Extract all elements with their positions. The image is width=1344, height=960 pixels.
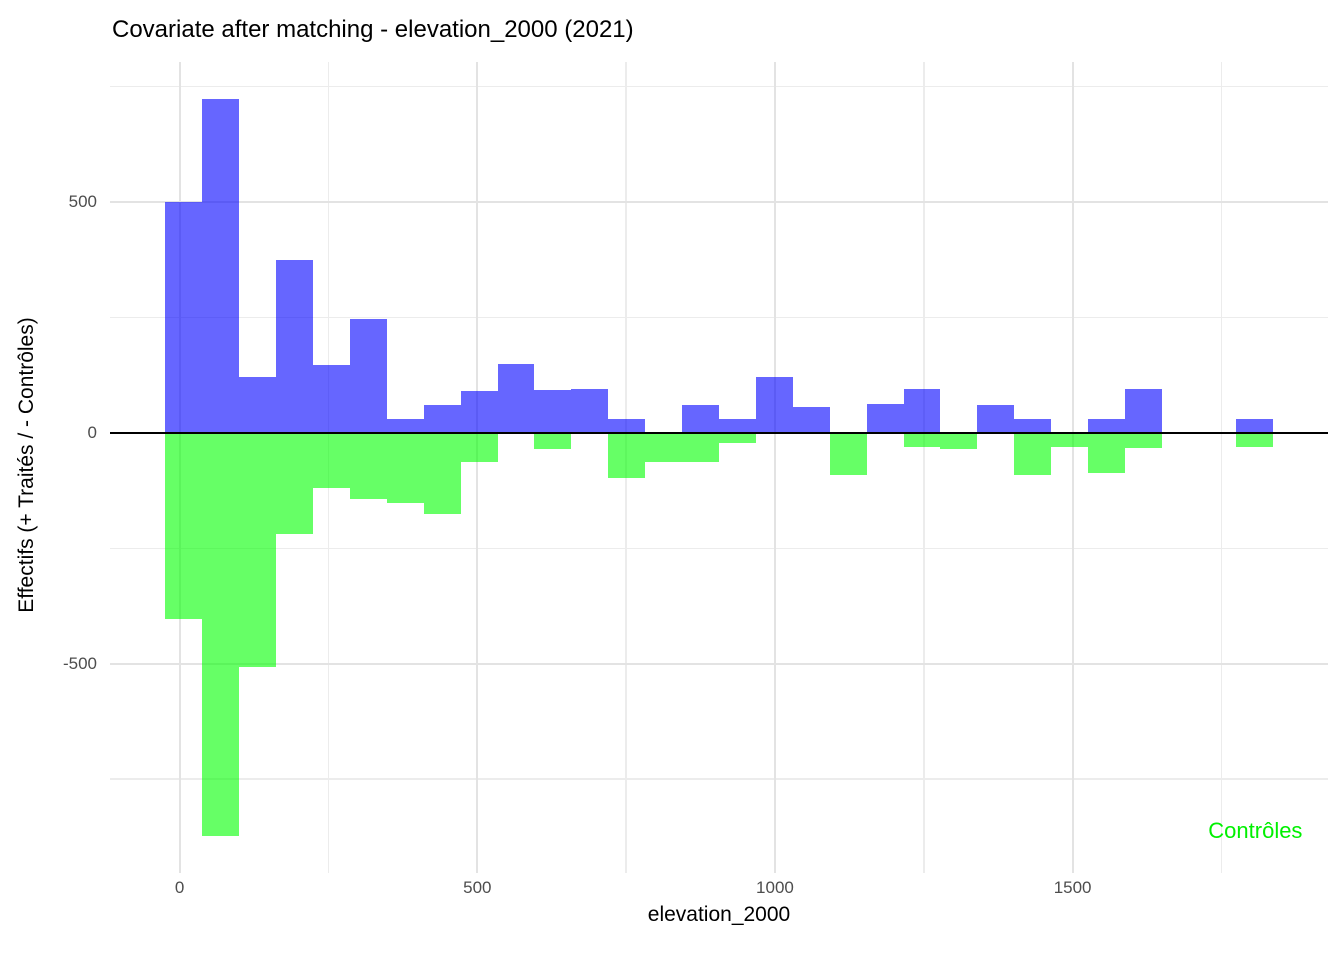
histogram-bar-traites: [1125, 388, 1162, 433]
histogram-bar-traites: [349, 319, 387, 433]
gridline-y-major: [110, 200, 1328, 203]
histogram-bar-traites: [460, 390, 498, 433]
histogram-bar-controles: [202, 432, 240, 837]
histogram-bar-traites: [276, 260, 313, 433]
gridline-y-major: [110, 662, 1328, 665]
histogram-bar-controles: [349, 432, 387, 500]
histogram-bar-controles: [460, 432, 498, 463]
histogram-bar-controles: [903, 432, 941, 447]
histogram-bar-controles: [386, 432, 424, 504]
annotation-controles: Contrôles: [1208, 817, 1303, 843]
histogram-bar-traites: [165, 201, 203, 433]
gridline-x-major: [773, 62, 776, 873]
gridline-x-major: [1071, 62, 1074, 873]
histogram-bar-controles: [423, 432, 461, 514]
gridline-x-major: [476, 62, 479, 873]
y-tick-label: 0: [87, 422, 97, 442]
gridline-y-minor: [110, 316, 1328, 319]
histogram-bar-controles: [534, 432, 572, 450]
gridline-x-minor: [1220, 62, 1223, 873]
histogram-bar-controles: [719, 432, 756, 443]
histogram-bar-traites: [792, 406, 830, 433]
x-tick-label: 500: [463, 878, 492, 897]
histogram-bar-traites: [682, 405, 719, 433]
histogram-bar-controles: [829, 432, 867, 476]
gridline-y-minor: [110, 778, 1328, 780]
histogram-bar-controles: [1088, 432, 1125, 474]
zero-axis-line: [110, 431, 1328, 434]
plot-panel: [110, 62, 1328, 873]
histogram-bar-traites: [423, 405, 461, 433]
y-tick-label: 500: [68, 191, 97, 211]
gridline-x-minor: [923, 62, 925, 873]
histogram-bar-controles: [1014, 432, 1052, 476]
histogram-bar-controles: [682, 432, 719, 463]
histogram-bar-controles: [1235, 432, 1273, 447]
histogram-bar-traites: [977, 404, 1015, 433]
histogram-bar-traites: [608, 418, 646, 433]
histogram-bar-traites: [1014, 419, 1052, 433]
histogram-bar-controles: [239, 432, 277, 667]
x-tick-label: 1500: [1053, 878, 1092, 897]
histogram-bar-traites: [534, 390, 572, 433]
histogram-bar-controles: [165, 432, 203, 619]
histogram-bar-traites: [1235, 418, 1273, 433]
histogram-bar-controles: [313, 432, 350, 488]
histogram-bar-traites: [313, 365, 350, 433]
histogram-bar-controles: [1125, 432, 1162, 449]
histogram-bar-traites: [497, 363, 535, 433]
histogram-bar-traites: [719, 419, 756, 433]
histogram-bar-traites: [866, 403, 904, 433]
y-tick-label: -500: [62, 653, 97, 673]
histogram-bar-traites: [903, 388, 941, 433]
gridline-y-minor: [110, 85, 1328, 88]
histogram-bar-traites: [202, 98, 240, 433]
histogram-bar-traites: [239, 376, 277, 433]
histogram-bar-traites: [386, 418, 424, 433]
histogram-bar-controles: [276, 432, 313, 534]
histogram-bar-controles: [1051, 432, 1089, 447]
histogram-bar-traites: [755, 376, 793, 433]
x-axis-title: elevation_2000: [647, 903, 791, 926]
x-tick-label: 0: [174, 878, 185, 897]
plot-title: Covariate after matching - elevation_200…: [112, 16, 634, 43]
histogram-bar-controles: [940, 432, 978, 449]
y-axis-title: Effectifs (+ Traités / - Contrôles): [15, 317, 38, 613]
histogram-bar-controles: [608, 432, 646, 478]
gridline-y-minor: [110, 547, 1328, 550]
histogram-bar-traites: [571, 388, 609, 433]
x-tick-label: 1000: [756, 878, 794, 897]
histogram-bar-controles: [645, 432, 683, 463]
histogram-bar-traites: [1088, 418, 1125, 433]
